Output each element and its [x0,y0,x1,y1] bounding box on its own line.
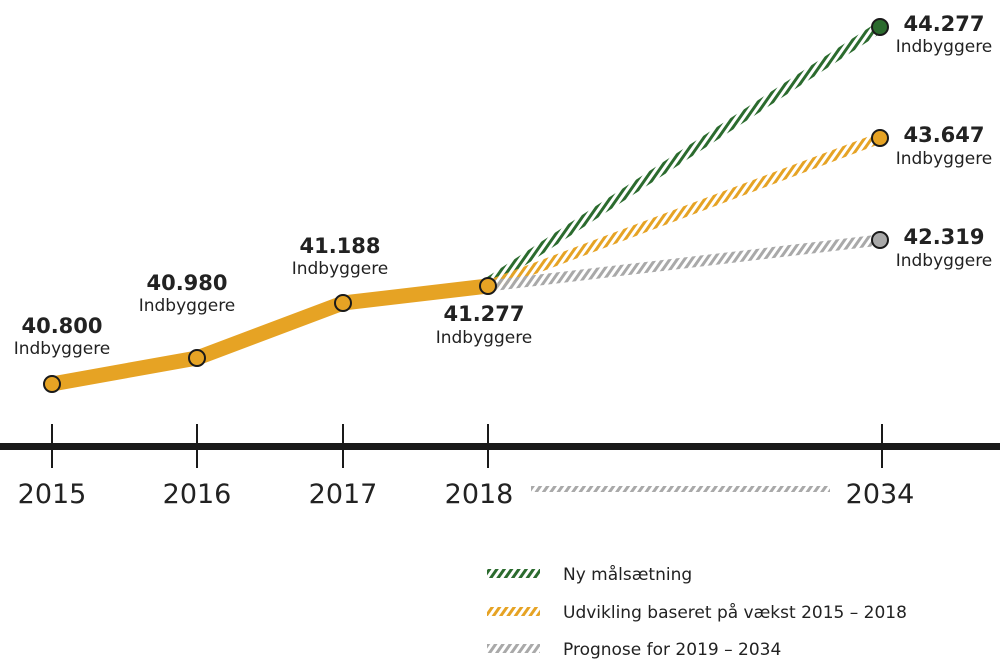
projection-prognose [487,234,881,292]
data-label-unit-2034-ny-malsaetning: Indbyggere [896,37,993,57]
point-2034-ny-malsaetning [871,18,889,36]
x-tick-label-2018: 2018 [445,479,514,510]
history-line [44,278,496,392]
x-axis-line [0,443,1000,450]
projection-ny-malsaetning [484,22,884,288]
legend-swatch-udvikling [487,607,540,616]
data-label-unit-2015: Indbyggere [14,339,111,359]
data-label-unit-2034-prognose: Indbyggere [896,251,993,271]
data-label-unit-2016: Indbyggere [139,296,236,316]
legend-label-ny-malsaetning: Ny målsætning [563,564,692,585]
data-label-unit-2017: Indbyggere [292,259,389,279]
point-2034-prognose [871,231,889,249]
x-axis: 2015 2016 2017 2018 2034 [0,424,1000,510]
projection-lines [484,22,884,292]
axis-gap-hatch [531,486,830,492]
x-tick-label-2015: 2015 [18,479,87,510]
data-label-unit-2034-udvikling: Indbyggere [896,149,993,169]
data-label-value-2017: 41.188 [299,234,380,258]
x-tick-label-2016: 2016 [163,479,232,510]
legend-swatch-ny-malsaetning [487,569,540,578]
point-2018 [479,277,497,295]
data-label-value-2016: 40.980 [146,271,227,295]
data-points [43,18,889,393]
x-tick-label-2017: 2017 [309,479,378,510]
legend-label-udvikling: Udvikling baseret på vækst 2015 – 2018 [563,602,907,623]
legend-label-prognose: Prognose for 2019 – 2034 [563,640,781,660]
point-2034-udvikling [871,129,889,147]
legend-swatch-prognose [487,644,540,653]
point-2015 [43,375,61,393]
x-tick-label-2034: 2034 [846,479,915,510]
data-label-value-2015: 40.800 [21,314,102,338]
projection-udvikling [486,132,882,292]
data-label-value-2034-prognose: 42.319 [903,225,984,249]
data-label-unit-2018: Indbyggere [436,328,533,348]
point-2016 [188,349,206,367]
data-label-value-2018: 41.277 [443,302,524,326]
data-label-value-2034-udvikling: 43.647 [903,123,984,147]
legend: Ny målsætning Udvikling baseret på vækst… [487,564,907,660]
point-2017 [334,294,352,312]
data-label-value-2034-ny-malsaetning: 44.277 [903,12,984,36]
data-labels: 40.800 Indbyggere 40.980 Indbyggere 41.1… [14,12,993,359]
